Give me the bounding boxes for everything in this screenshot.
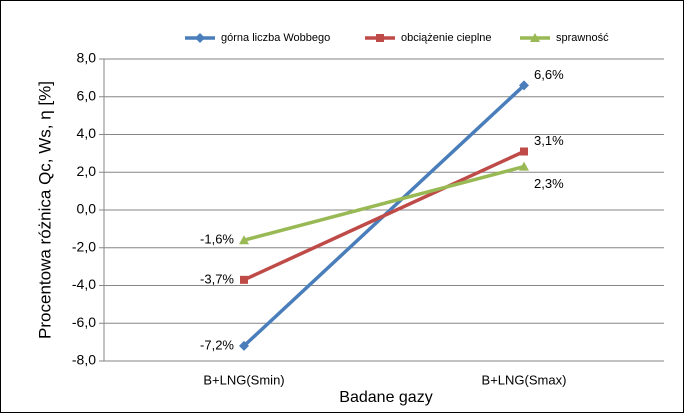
x-tick-label: B+LNG(Smin): [203, 372, 284, 387]
y-tick-label: -6,0: [72, 314, 96, 330]
y-tick-label: 8,0: [77, 50, 97, 66]
data-point: [239, 340, 249, 351]
data-point: [519, 80, 529, 91]
y-axis-label: Procentowa różnica Qc, Ws, η [%]: [35, 81, 54, 339]
legend-marker: [376, 34, 384, 42]
data-point: [240, 275, 248, 284]
y-tick-label: 4,0: [77, 125, 97, 141]
legend-marker: [195, 33, 205, 43]
y-tick-label: 6,0: [77, 87, 97, 103]
series-line: [243, 164, 525, 242]
legend-marker: [530, 33, 540, 42]
y-tick-label: -8,0: [72, 352, 96, 368]
data-label: -7,2%: [200, 337, 234, 352]
x-axis-label: Badane gazy: [339, 389, 432, 406]
legend-label: obciążenie cieplne: [401, 32, 492, 44]
data-point: [520, 147, 528, 156]
data-point: [519, 161, 529, 171]
y-tick-label: -4,0: [72, 276, 96, 292]
data-point: [239, 235, 249, 245]
data-label: 6,6%: [534, 67, 564, 82]
y-tick-label: 2,0: [77, 163, 97, 179]
y-tick-label: 0,0: [77, 201, 97, 217]
data-label: -1,6%: [200, 232, 234, 247]
data-label: 3,1%: [534, 133, 564, 148]
y-tick-label: -2,0: [72, 238, 96, 254]
x-tick-label: B+LNG(Smax): [482, 372, 567, 387]
series-line: [243, 149, 525, 282]
data-label: -3,7%: [200, 271, 234, 286]
data-label: 2,3%: [534, 176, 564, 191]
legend-label: górna liczba Wobbego: [221, 32, 330, 44]
legend-label: sprawność: [556, 32, 609, 44]
